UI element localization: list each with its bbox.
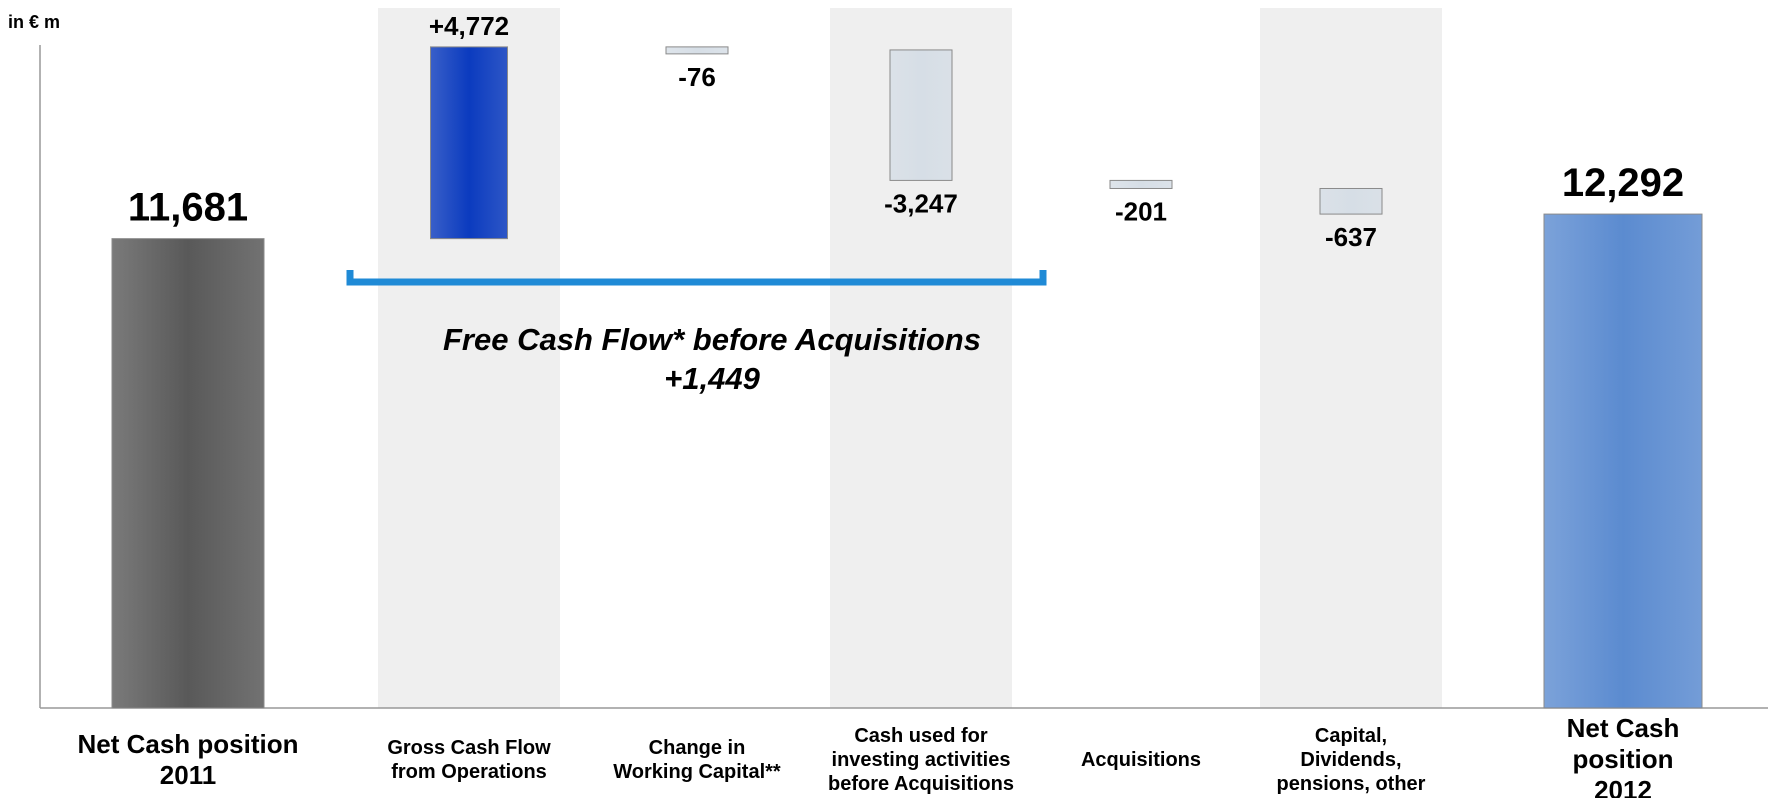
bar <box>1543 213 1703 709</box>
annotation-value: +1,449 <box>664 361 760 396</box>
x-tick-label: Gross Cash Flow from Operations <box>387 737 551 783</box>
value-label: -201 <box>1115 196 1167 226</box>
value-label: 12,292 <box>1562 161 1684 205</box>
unit-label: in € m <box>8 12 60 32</box>
bar <box>665 46 729 55</box>
bracket <box>346 270 1047 286</box>
x-tick-label: Net Cash position 2011 <box>77 728 299 790</box>
x-tick-label: Capital, Dividends, pensions, other <box>1276 725 1426 795</box>
value-label: 11,681 <box>128 186 248 230</box>
x-tick-label: Acquisitions <box>1080 749 1202 771</box>
column-shade <box>1260 8 1442 708</box>
bar <box>889 49 953 181</box>
annotation: Free Cash Flow* before Acquisitions <box>443 322 981 357</box>
bar <box>111 238 265 709</box>
value-label: -637 <box>1325 222 1377 252</box>
value-label: -3,247 <box>884 188 958 218</box>
x-tick-label: Change in Working Capital** <box>613 737 781 783</box>
x-tick-label: Cash used for investing activities befor… <box>828 725 1014 795</box>
value-label: -76 <box>678 62 716 92</box>
value-label: +4,772 <box>429 11 509 41</box>
bar <box>430 46 508 240</box>
bar <box>1319 187 1383 215</box>
bar <box>1109 179 1173 189</box>
x-tick-label: Net Cash position 2012 <box>1566 713 1680 798</box>
